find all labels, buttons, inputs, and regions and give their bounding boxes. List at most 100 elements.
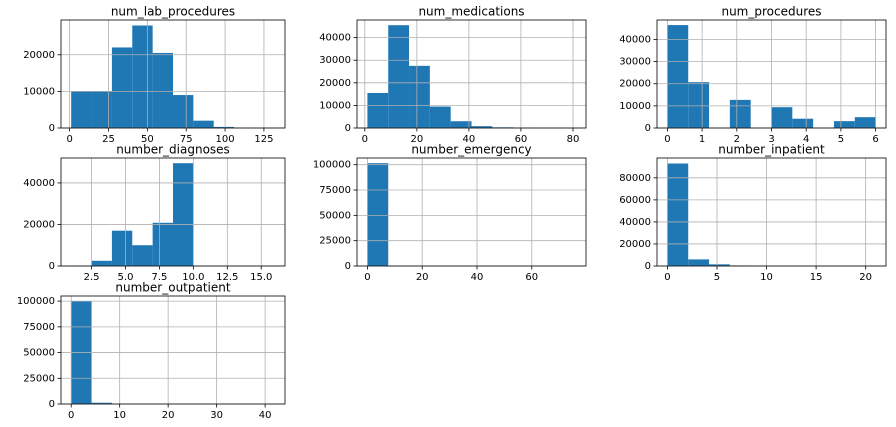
x-tick-label: 3 (768, 134, 774, 145)
y-tick-label: 40000 (23, 178, 55, 189)
x-tick-label: 25 (102, 134, 115, 145)
y-tick-label: 10000 (23, 86, 55, 97)
bar (854, 117, 876, 128)
axes-frame (656, 19, 887, 129)
x-tick-label: 0 (362, 134, 368, 145)
y-tick-label: 50000 (319, 210, 351, 221)
bar (132, 245, 153, 266)
x-tick-label: 20 (859, 272, 872, 283)
bar (91, 402, 112, 404)
bar (213, 126, 235, 128)
x-tick-label: 2 (734, 134, 740, 145)
y-tick-label: 100000 (17, 296, 55, 307)
x-tick-label: 0 (664, 134, 670, 145)
x-tick-label: 20 (410, 134, 423, 145)
bar (111, 230, 133, 266)
y-tick-label: 10000 (319, 100, 351, 111)
chart-title: num_medications (418, 5, 524, 19)
chart-title: num_lab_procedures (111, 5, 235, 19)
bar (173, 95, 194, 128)
bar (688, 259, 710, 266)
x-tick-label: 40 (471, 272, 484, 283)
x-tick-label: 5.0 (118, 272, 134, 283)
y-tick-label: 30000 (319, 55, 351, 66)
bar (450, 121, 472, 128)
y-tick-label: 40000 (619, 217, 651, 228)
bar (792, 118, 814, 128)
y-tick-label: 50000 (23, 348, 55, 359)
x-tick-label: 100 (216, 134, 235, 145)
axes-frame (356, 157, 587, 267)
x-tick-label: 0 (664, 272, 670, 283)
x-tick-label: 0 (66, 134, 72, 145)
x-tick-label: 5 (838, 134, 844, 145)
x-tick-label: 0 (364, 272, 370, 283)
y-tick-label: 25000 (319, 236, 351, 247)
y-tick-label: 0 (645, 123, 651, 134)
x-tick-label: 75 (180, 134, 193, 145)
x-tick-label: 20 (416, 272, 429, 283)
y-tick-label: 75000 (319, 185, 351, 196)
y-tick-label: 20000 (23, 219, 55, 230)
bar (409, 65, 430, 128)
y-tick-label: 10000 (619, 101, 651, 112)
x-tick-label: 12.5 (216, 272, 238, 283)
axes-frame (356, 19, 587, 129)
chart-title: number_diagnoses (116, 143, 230, 157)
x-tick-label: 40 (463, 134, 476, 145)
bar (111, 47, 133, 128)
x-tick-label: 10 (760, 272, 773, 283)
x-tick-label: 10 (113, 410, 126, 421)
bar (71, 91, 92, 128)
x-tick-label: 60 (525, 272, 538, 283)
x-tick-label: 40 (259, 410, 272, 421)
y-tick-label: 80000 (619, 173, 651, 184)
bar (367, 92, 389, 128)
y-tick-label: 0 (345, 123, 351, 134)
bar (91, 91, 112, 128)
bar (833, 121, 855, 128)
bar (688, 82, 710, 128)
x-tick-label: 15.0 (250, 272, 272, 283)
bar (771, 107, 793, 128)
x-tick-label: 6 (872, 134, 878, 145)
bar (729, 99, 751, 128)
bar (367, 163, 389, 266)
bar (132, 25, 153, 129)
y-tick-label: 0 (49, 399, 55, 410)
y-tick-label: 20000 (619, 239, 651, 250)
bar (667, 163, 689, 266)
x-tick-label: 50 (141, 134, 154, 145)
bar (173, 163, 194, 266)
bar (471, 126, 493, 128)
bar (709, 264, 730, 266)
bar (193, 120, 214, 128)
y-tick-label: 100000 (313, 160, 351, 171)
y-tick-label: 25000 (23, 373, 55, 384)
x-tick-label: 30 (210, 410, 223, 421)
x-tick-label: 5 (714, 272, 720, 283)
chart-title: number_outpatient (115, 281, 230, 295)
y-tick-label: 0 (49, 123, 55, 134)
y-tick-label: 40000 (319, 33, 351, 44)
x-tick-label: 7.5 (151, 272, 167, 283)
bar (152, 52, 173, 128)
x-tick-label: 80 (567, 134, 580, 145)
x-tick-label: 4 (803, 134, 809, 145)
bar (152, 222, 173, 266)
bar (429, 106, 451, 128)
y-tick-label: 60000 (619, 195, 651, 206)
y-tick-label: 0 (345, 261, 351, 272)
y-tick-label: 40000 (619, 34, 651, 45)
y-tick-label: 20000 (319, 78, 351, 89)
bar (91, 260, 112, 266)
y-tick-label: 0 (645, 261, 651, 272)
bar (388, 25, 410, 128)
y-tick-label: 75000 (23, 322, 55, 333)
axes-frame (60, 295, 286, 405)
chart-title: number_emergency (411, 143, 531, 157)
chart-title: number_inpatient (718, 143, 825, 157)
x-tick-label: 125 (254, 134, 273, 145)
x-tick-label: 15 (810, 272, 823, 283)
